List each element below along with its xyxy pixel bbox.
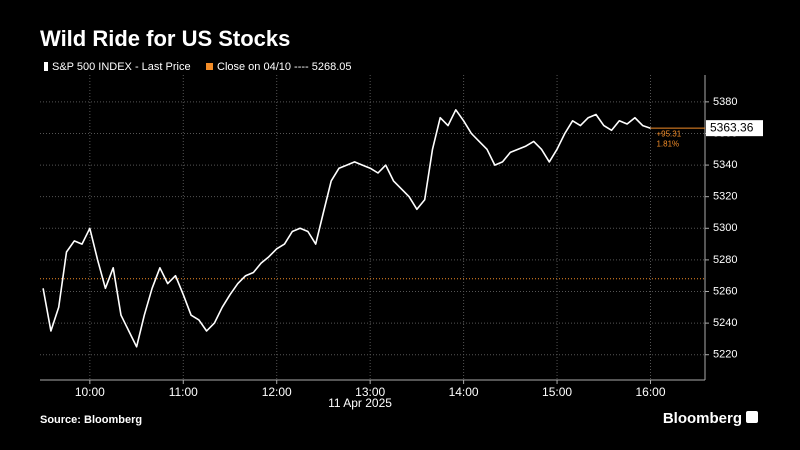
brand: Bloomberg [663,410,742,427]
x-tick-label: 16:00 [635,385,665,399]
last-price-box [706,120,763,137]
y-tick-label: 5300 [713,222,737,234]
y-tick-label: 5380 [713,96,737,108]
y-tick-label: 5320 [713,191,737,203]
last-price-label: 5363.36 [710,120,754,134]
legend-swatch [206,63,213,70]
annotation: 1.81% [656,139,679,148]
legend-swatch [44,62,48,71]
x-tick-label: 14:00 [449,385,479,399]
y-tick-label: 5240 [713,317,737,329]
legend-label: S&P 500 INDEX - Last Price [52,61,191,73]
chart-title: Wild Ride for US Stocks [40,26,290,51]
source: Source: Bloomberg [40,414,142,426]
x-tick-label: 12:00 [262,385,292,399]
x-tick-label: 15:00 [542,385,572,399]
x-tick-label: 13:00 [355,385,385,399]
y-tick-label: 5220 [713,349,737,361]
y-tick-label: 5260 [713,285,737,297]
x-tick-label: 10:00 [75,385,105,399]
x-tick-label: 11:00 [169,385,198,399]
price-line [42,109,651,348]
annotation: +95.31 [656,129,681,138]
y-tick-label: 5340 [713,159,737,171]
legend-label: Close on 04/10 ---- 5268.05 [217,61,352,73]
x-axis-label: 11 Apr 2025 [328,396,392,410]
y-tick-label: 5280 [713,254,737,266]
brand-icon [746,411,758,423]
